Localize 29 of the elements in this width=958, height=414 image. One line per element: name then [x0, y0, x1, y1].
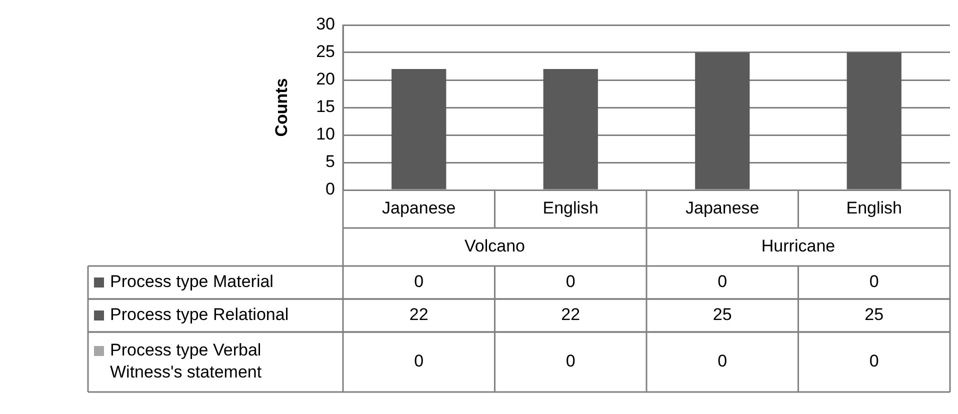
data-label: 22 [561, 305, 580, 324]
data-label: 0 [869, 352, 879, 371]
data-label: 22 [409, 305, 428, 324]
y-tick-label: 10 [316, 124, 335, 144]
x-tick-label: Japanese [686, 198, 760, 218]
legend-label: Process type Verbal Witness's statement [110, 340, 262, 382]
y-axis-title: Counts [272, 78, 291, 137]
data-label: 0 [566, 352, 576, 371]
legend-label: Process type Material [110, 272, 274, 292]
text: Volcano [464, 236, 525, 256]
data-label: 0 [414, 352, 424, 371]
data-label: 0 [869, 272, 879, 292]
x-tick-label: English [542, 198, 599, 218]
x-tick-label: Japanese [382, 198, 456, 218]
data-label: 25 [712, 305, 732, 324]
y-tick-label: 20 [316, 70, 335, 89]
data-label: 25 [864, 305, 884, 324]
y-tick-label: 0 [326, 180, 335, 199]
data-label: 0 [414, 272, 424, 292]
data-label: 0 [566, 272, 576, 292]
y-tick-label: 25 [316, 42, 335, 62]
data-label: 0 [718, 272, 728, 292]
y-tick-label: 30 [316, 14, 335, 34]
data-label: 0 [718, 352, 728, 371]
y-tick-label: 5 [326, 152, 335, 172]
legend-label: Process type Relational [110, 305, 289, 324]
x-tick-label: English [846, 198, 902, 218]
y-tick-label: 15 [316, 97, 335, 116]
text: Hurricane [761, 236, 836, 256]
